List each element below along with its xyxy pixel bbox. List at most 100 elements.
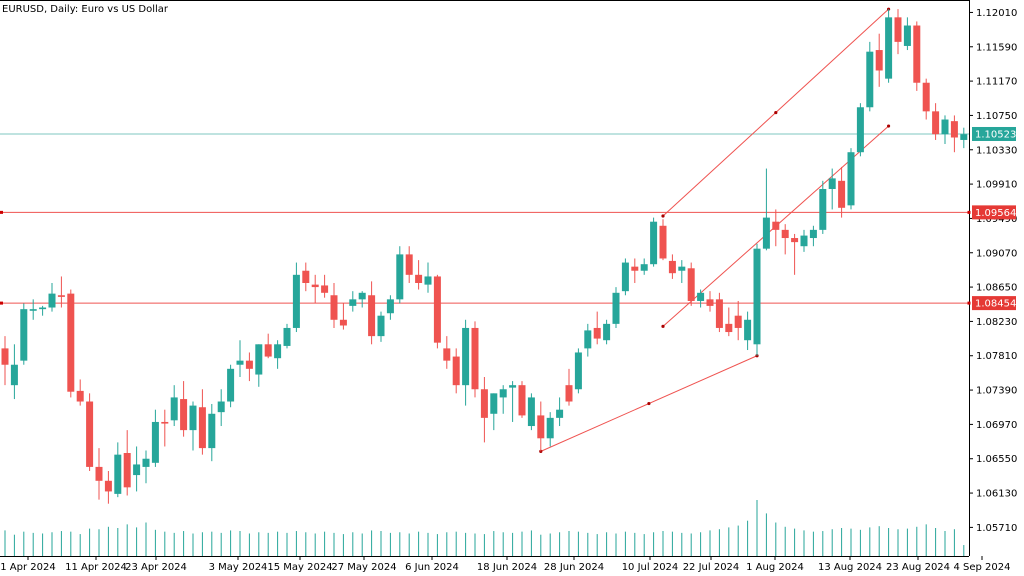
bull-candle: [283, 323, 291, 349]
trendline-midpoint[interactable]: [647, 401, 651, 406]
bear-candle: [433, 274, 441, 349]
candle-body: [556, 409, 564, 418]
price-tick-label: 1.09490: [976, 214, 1017, 225]
bull-candle: [603, 319, 611, 345]
candle-body: [1, 348, 9, 365]
trendlines[interactable]: [539, 7, 891, 453]
price-tick-label: 1.10330: [976, 145, 1017, 156]
price-axis[interactable]: 1.12010 1.11590 1.11170 1.10750 1.10330 1.099…: [969, 8, 1017, 534]
bull-candle: [189, 401, 197, 451]
bear-candle: [76, 379, 84, 406]
candle-body: [95, 466, 103, 481]
bull-candle: [29, 299, 37, 320]
candle-body: [781, 229, 789, 239]
candle-body: [443, 348, 451, 361]
level-price-badge: 1.09564: [972, 205, 1016, 220]
bull-candle: [208, 403, 216, 462]
time-tick-label: 22 Jul 2024: [683, 562, 740, 573]
candle-body: [48, 293, 56, 308]
candle-body: [433, 276, 441, 343]
trendline-midpoint[interactable]: [774, 110, 778, 115]
candle-body: [678, 266, 686, 271]
level-anchor-point[interactable]: [0, 301, 3, 305]
bear-candle: [86, 393, 94, 471]
candle-body: [198, 407, 206, 449]
bull-candle: [650, 217, 658, 267]
bull-candle: [800, 229, 808, 252]
bear-candle: [932, 103, 940, 140]
level-anchor-point[interactable]: [967, 301, 971, 305]
bull-candle: [386, 295, 394, 320]
time-tick-label: 15 May 2024: [267, 562, 332, 573]
bull-candle: [762, 168, 770, 251]
bull-candle: [574, 348, 582, 394]
bear-candle: [311, 274, 319, 304]
time-tick-label: 1 Apr 2024: [0, 562, 55, 573]
candle-body: [903, 25, 911, 46]
bull-candle: [20, 303, 28, 365]
bear-candle: [668, 254, 676, 279]
candle-body: [847, 152, 855, 206]
candle-body: [114, 454, 122, 494]
bull-candle: [612, 287, 620, 328]
candle-body: [480, 389, 488, 418]
trendline-anchor[interactable]: [661, 214, 665, 218]
candle-body: [603, 323, 611, 341]
candle-body: [894, 17, 902, 42]
candle-body: [734, 315, 742, 328]
time-tick-label: 10 Jul 2024: [622, 562, 679, 573]
bear-candle: [57, 276, 65, 308]
level-anchor-point[interactable]: [0, 210, 3, 214]
candle-body: [866, 51, 874, 108]
price-badges: 1.10523 1.09564 1.08454: [972, 126, 1016, 311]
level-price-badge: 1.08454: [972, 296, 1016, 311]
candle-body: [640, 264, 648, 271]
candle-body: [706, 299, 714, 306]
candle-body: [527, 397, 535, 427]
candle-body: [274, 344, 282, 359]
bear-candle: [781, 224, 789, 255]
bull-candle: [499, 385, 507, 414]
level-anchor-point[interactable]: [967, 210, 971, 214]
bull-candle: [142, 450, 150, 484]
bear-candle: [415, 260, 423, 290]
candle-body: [292, 274, 300, 328]
candle-body: [885, 17, 893, 79]
bear-candle: [339, 303, 347, 330]
bear-candle: [123, 430, 131, 496]
bull-candle: [809, 225, 817, 247]
bull-candle: [819, 180, 827, 234]
candle-body: [133, 464, 141, 476]
candle-body: [180, 399, 188, 431]
candle-body: [518, 385, 526, 416]
bull-candle: [753, 243, 761, 356]
level-price-badge-label: 1.08454: [975, 299, 1016, 310]
candle-body: [245, 360, 253, 369]
candle-body: [631, 266, 639, 271]
bear-candle: [537, 401, 545, 452]
bear-candle: [565, 368, 573, 406]
bull-candle: [48, 282, 56, 312]
bull-candle: [349, 291, 357, 312]
candle-body: [20, 309, 28, 361]
trendline-anchor[interactable]: [661, 324, 665, 328]
bull-candle: [640, 258, 648, 275]
candle-body: [574, 352, 582, 390]
bull-candle: [847, 148, 855, 210]
candle-body: [236, 360, 244, 365]
candle-body: [612, 292, 620, 324]
bear-candle: [104, 470, 112, 504]
candle-body: [697, 292, 705, 301]
candle-body: [828, 178, 836, 189]
bear-candle: [715, 292, 723, 333]
candle-body: [123, 453, 131, 488]
bull-candle: [866, 41, 874, 112]
bear-candle: [321, 274, 329, 298]
bull-candle: [227, 364, 235, 408]
bear-candle: [95, 448, 103, 500]
price-tick-label: 1.08650: [976, 283, 1017, 294]
candle-body: [744, 319, 752, 341]
trendline-anchor[interactable]: [887, 124, 891, 128]
